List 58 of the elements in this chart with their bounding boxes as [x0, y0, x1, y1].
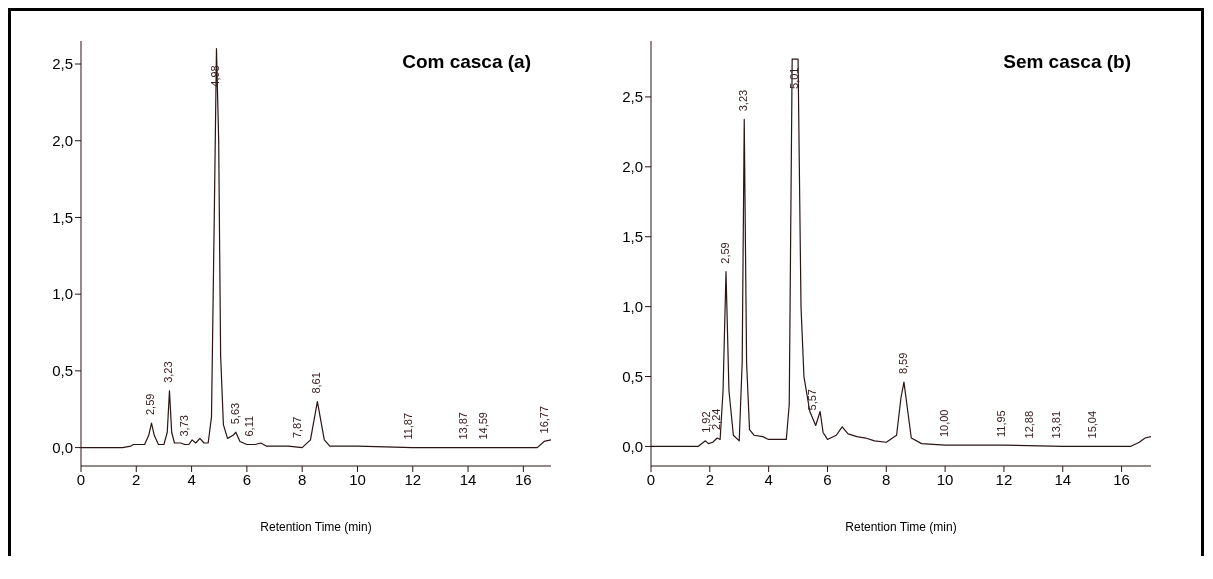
y-tick-label: 2,5 — [52, 55, 73, 73]
y-tick-label: 2,5 — [622, 88, 643, 106]
x-tick-label: 2 — [132, 470, 141, 488]
x-tick-label: 10 — [349, 470, 366, 488]
x-tick-label: 8 — [298, 470, 307, 488]
annotation: 13,81 — [1050, 410, 1063, 439]
annotation: 7,87 — [291, 416, 304, 439]
text: Sem casca (b) — [1003, 51, 1131, 73]
x-axis-title: Retention Time (min) — [260, 520, 372, 534]
x-tick-label: 4 — [187, 470, 196, 488]
x-tick-label: 14 — [459, 470, 477, 488]
x-tick-label: 12 — [404, 470, 422, 488]
y-tick-label: 0,0 — [52, 438, 73, 456]
annotation: 3,23 — [162, 361, 175, 383]
annotation: 5,01 — [788, 67, 801, 89]
x-tick-label: 6 — [242, 470, 252, 488]
x-tick-label: 14 — [1054, 470, 1072, 488]
annotation: 4,98 — [209, 65, 222, 87]
y-tick-label: 2,0 — [52, 132, 73, 150]
annotation: 1,92 — [699, 411, 712, 433]
annotation: 12,88 — [1022, 410, 1035, 439]
annotation: 3,23 — [737, 89, 750, 112]
annotation: 16,77 — [537, 405, 550, 434]
y-tick-label: 1,0 — [52, 285, 73, 303]
annotation: 2,24 — [710, 408, 723, 431]
y-tick-label: 1,5 — [52, 208, 73, 226]
y-tick-label: 0,5 — [52, 362, 73, 380]
annotation: 5,63 — [228, 402, 241, 425]
y-tick-label: 2,0 — [622, 158, 643, 176]
text: Com casca (a) — [402, 51, 531, 73]
annotation: 10,00 — [938, 409, 951, 438]
annotation: 2,59 — [718, 242, 731, 264]
annotation: 13,87 — [457, 412, 470, 440]
x-tick-label: 0 — [76, 470, 86, 488]
y-tick-label: 1,0 — [622, 297, 643, 315]
annotation: 5,57 — [805, 389, 818, 411]
y-tick-label: 0,5 — [622, 367, 643, 385]
x-tick-label: 12 — [995, 470, 1013, 488]
x-tick-label: 0 — [646, 470, 656, 488]
y-tick-label: 1,5 — [622, 228, 643, 246]
annotation: 6,11 — [242, 415, 255, 437]
x-tick-label: 4 — [764, 470, 773, 488]
x-tick-label: 10 — [936, 470, 954, 488]
annotation: 3,73 — [177, 415, 190, 437]
annotation: 8,61 — [310, 372, 323, 394]
x-axis-title: Retention Time (min) — [845, 520, 957, 534]
x-tick-label: 16 — [515, 470, 532, 488]
annotation: 14,59 — [477, 412, 490, 440]
annotation: 11,87 — [402, 412, 415, 440]
annotation: 2,59 — [144, 393, 157, 416]
annotation: 15,04 — [1086, 410, 1099, 439]
x-tick-label: 6 — [823, 470, 832, 488]
x-tick-label: 2 — [705, 470, 714, 488]
x-tick-label: 16 — [1113, 470, 1130, 488]
y-tick-label: 0,0 — [622, 437, 643, 455]
annotation: 8,59 — [896, 352, 909, 375]
annotation: 11,95 — [995, 410, 1008, 438]
x-tick-label: 8 — [882, 470, 891, 488]
